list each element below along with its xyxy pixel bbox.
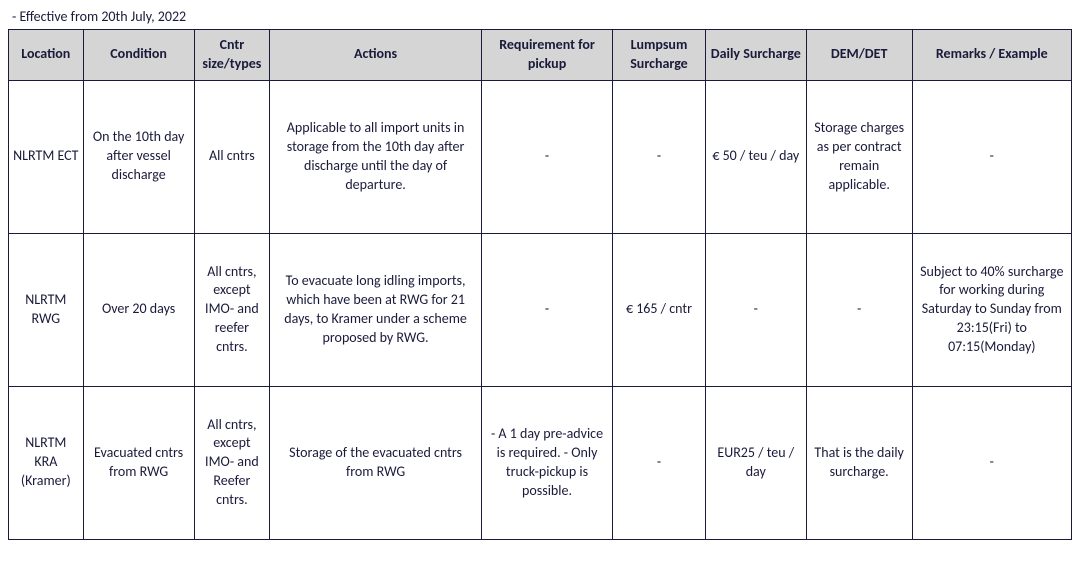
header-demdet: DEM/DET <box>806 30 912 81</box>
table-header-row: Location Condition Cntr size/types Actio… <box>9 30 1072 81</box>
cell-actions: Storage of the evacuated cntrs from RWG <box>270 386 482 539</box>
cell-lumpsum: € 165 / cntr <box>613 233 706 386</box>
cell-remarks: Subject to 40% surcharge for working dur… <box>912 233 1071 386</box>
cell-req: - A 1 day pre-advice is required. - Only… <box>481 386 612 539</box>
header-actions: Actions <box>270 30 482 81</box>
cell-remarks: - <box>912 80 1071 233</box>
cell-demdet: - <box>806 233 912 386</box>
table-row: NLRTM RWG Over 20 days All cntrs, except… <box>9 233 1072 386</box>
surcharge-table: Location Condition Cntr size/types Actio… <box>8 29 1072 540</box>
cell-daily: € 50 / teu / day <box>705 80 806 233</box>
cell-actions: To evacuate long idling imports, which h… <box>270 233 482 386</box>
cell-remarks: - <box>912 386 1071 539</box>
header-req: Requirement for pickup <box>481 30 612 81</box>
cell-condition: On the 10th day after vessel discharge <box>83 80 194 233</box>
cell-location: NLRTM KRA (Kramer) <box>9 386 84 539</box>
cell-cntr: All cntrs, except IMO- and reefer cntrs. <box>194 233 270 386</box>
cell-cntr: All cntrs <box>194 80 270 233</box>
cell-demdet: Storage charges as per contract remain a… <box>806 80 912 233</box>
table-row: NLRTM KRA (Kramer) Evacuated cntrs from … <box>9 386 1072 539</box>
cell-actions: Applicable to all import units in storag… <box>270 80 482 233</box>
table-row: NLRTM ECT On the 10th day after vessel d… <box>9 80 1072 233</box>
cell-location: NLRTM ECT <box>9 80 84 233</box>
header-daily: Daily Surcharge <box>705 30 806 81</box>
cell-daily: - <box>705 233 806 386</box>
header-location: Location <box>9 30 84 81</box>
cell-daily: EUR25 / teu / day <box>705 386 806 539</box>
cell-location: NLRTM RWG <box>9 233 84 386</box>
cell-condition: Evacuated cntrs from RWG <box>83 386 194 539</box>
cell-demdet: That is the daily surcharge. <box>806 386 912 539</box>
cell-req: - <box>481 80 612 233</box>
cell-condition: Over 20 days <box>83 233 194 386</box>
cell-cntr: All cntrs, except IMO- and Reefer cntrs. <box>194 386 270 539</box>
effective-date-text: - Effective from 20th July, 2022 <box>12 8 1072 25</box>
header-remarks: Remarks / Example <box>912 30 1071 81</box>
header-cntr: Cntr size/types <box>194 30 270 81</box>
header-lumpsum: Lumpsum Surcharge <box>613 30 706 81</box>
header-condition: Condition <box>83 30 194 81</box>
cell-lumpsum: - <box>613 386 706 539</box>
cell-lumpsum: - <box>613 80 706 233</box>
cell-req: - <box>481 233 612 386</box>
